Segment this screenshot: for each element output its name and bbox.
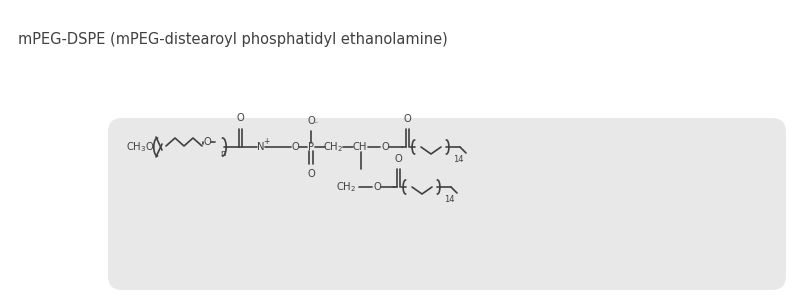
- Text: O: O: [236, 113, 244, 123]
- Text: P: P: [308, 142, 314, 152]
- Text: mPEG-DSPE (mPEG-distearoyl phosphatidyl ethanolamine): mPEG-DSPE (mPEG-distearoyl phosphatidyl …: [18, 32, 448, 47]
- Text: O: O: [404, 114, 411, 124]
- Text: 14: 14: [453, 156, 463, 165]
- Text: O: O: [381, 142, 388, 152]
- FancyBboxPatch shape: [108, 118, 786, 290]
- Text: CH: CH: [352, 142, 367, 152]
- Text: CH$_2$: CH$_2$: [336, 180, 356, 194]
- Text: CH$_2$: CH$_2$: [323, 140, 343, 154]
- Text: O: O: [291, 142, 299, 152]
- Text: ⁻: ⁻: [314, 120, 318, 128]
- Text: O: O: [307, 116, 315, 126]
- Text: O: O: [203, 137, 211, 147]
- Text: N: N: [257, 142, 265, 152]
- Text: CH$_3$O: CH$_3$O: [127, 140, 155, 154]
- Text: +: +: [263, 137, 269, 146]
- Text: O: O: [373, 182, 380, 192]
- Text: O: O: [307, 169, 315, 179]
- Text: O: O: [394, 154, 402, 164]
- Text: n: n: [220, 149, 226, 159]
- Text: 14: 14: [444, 195, 454, 204]
